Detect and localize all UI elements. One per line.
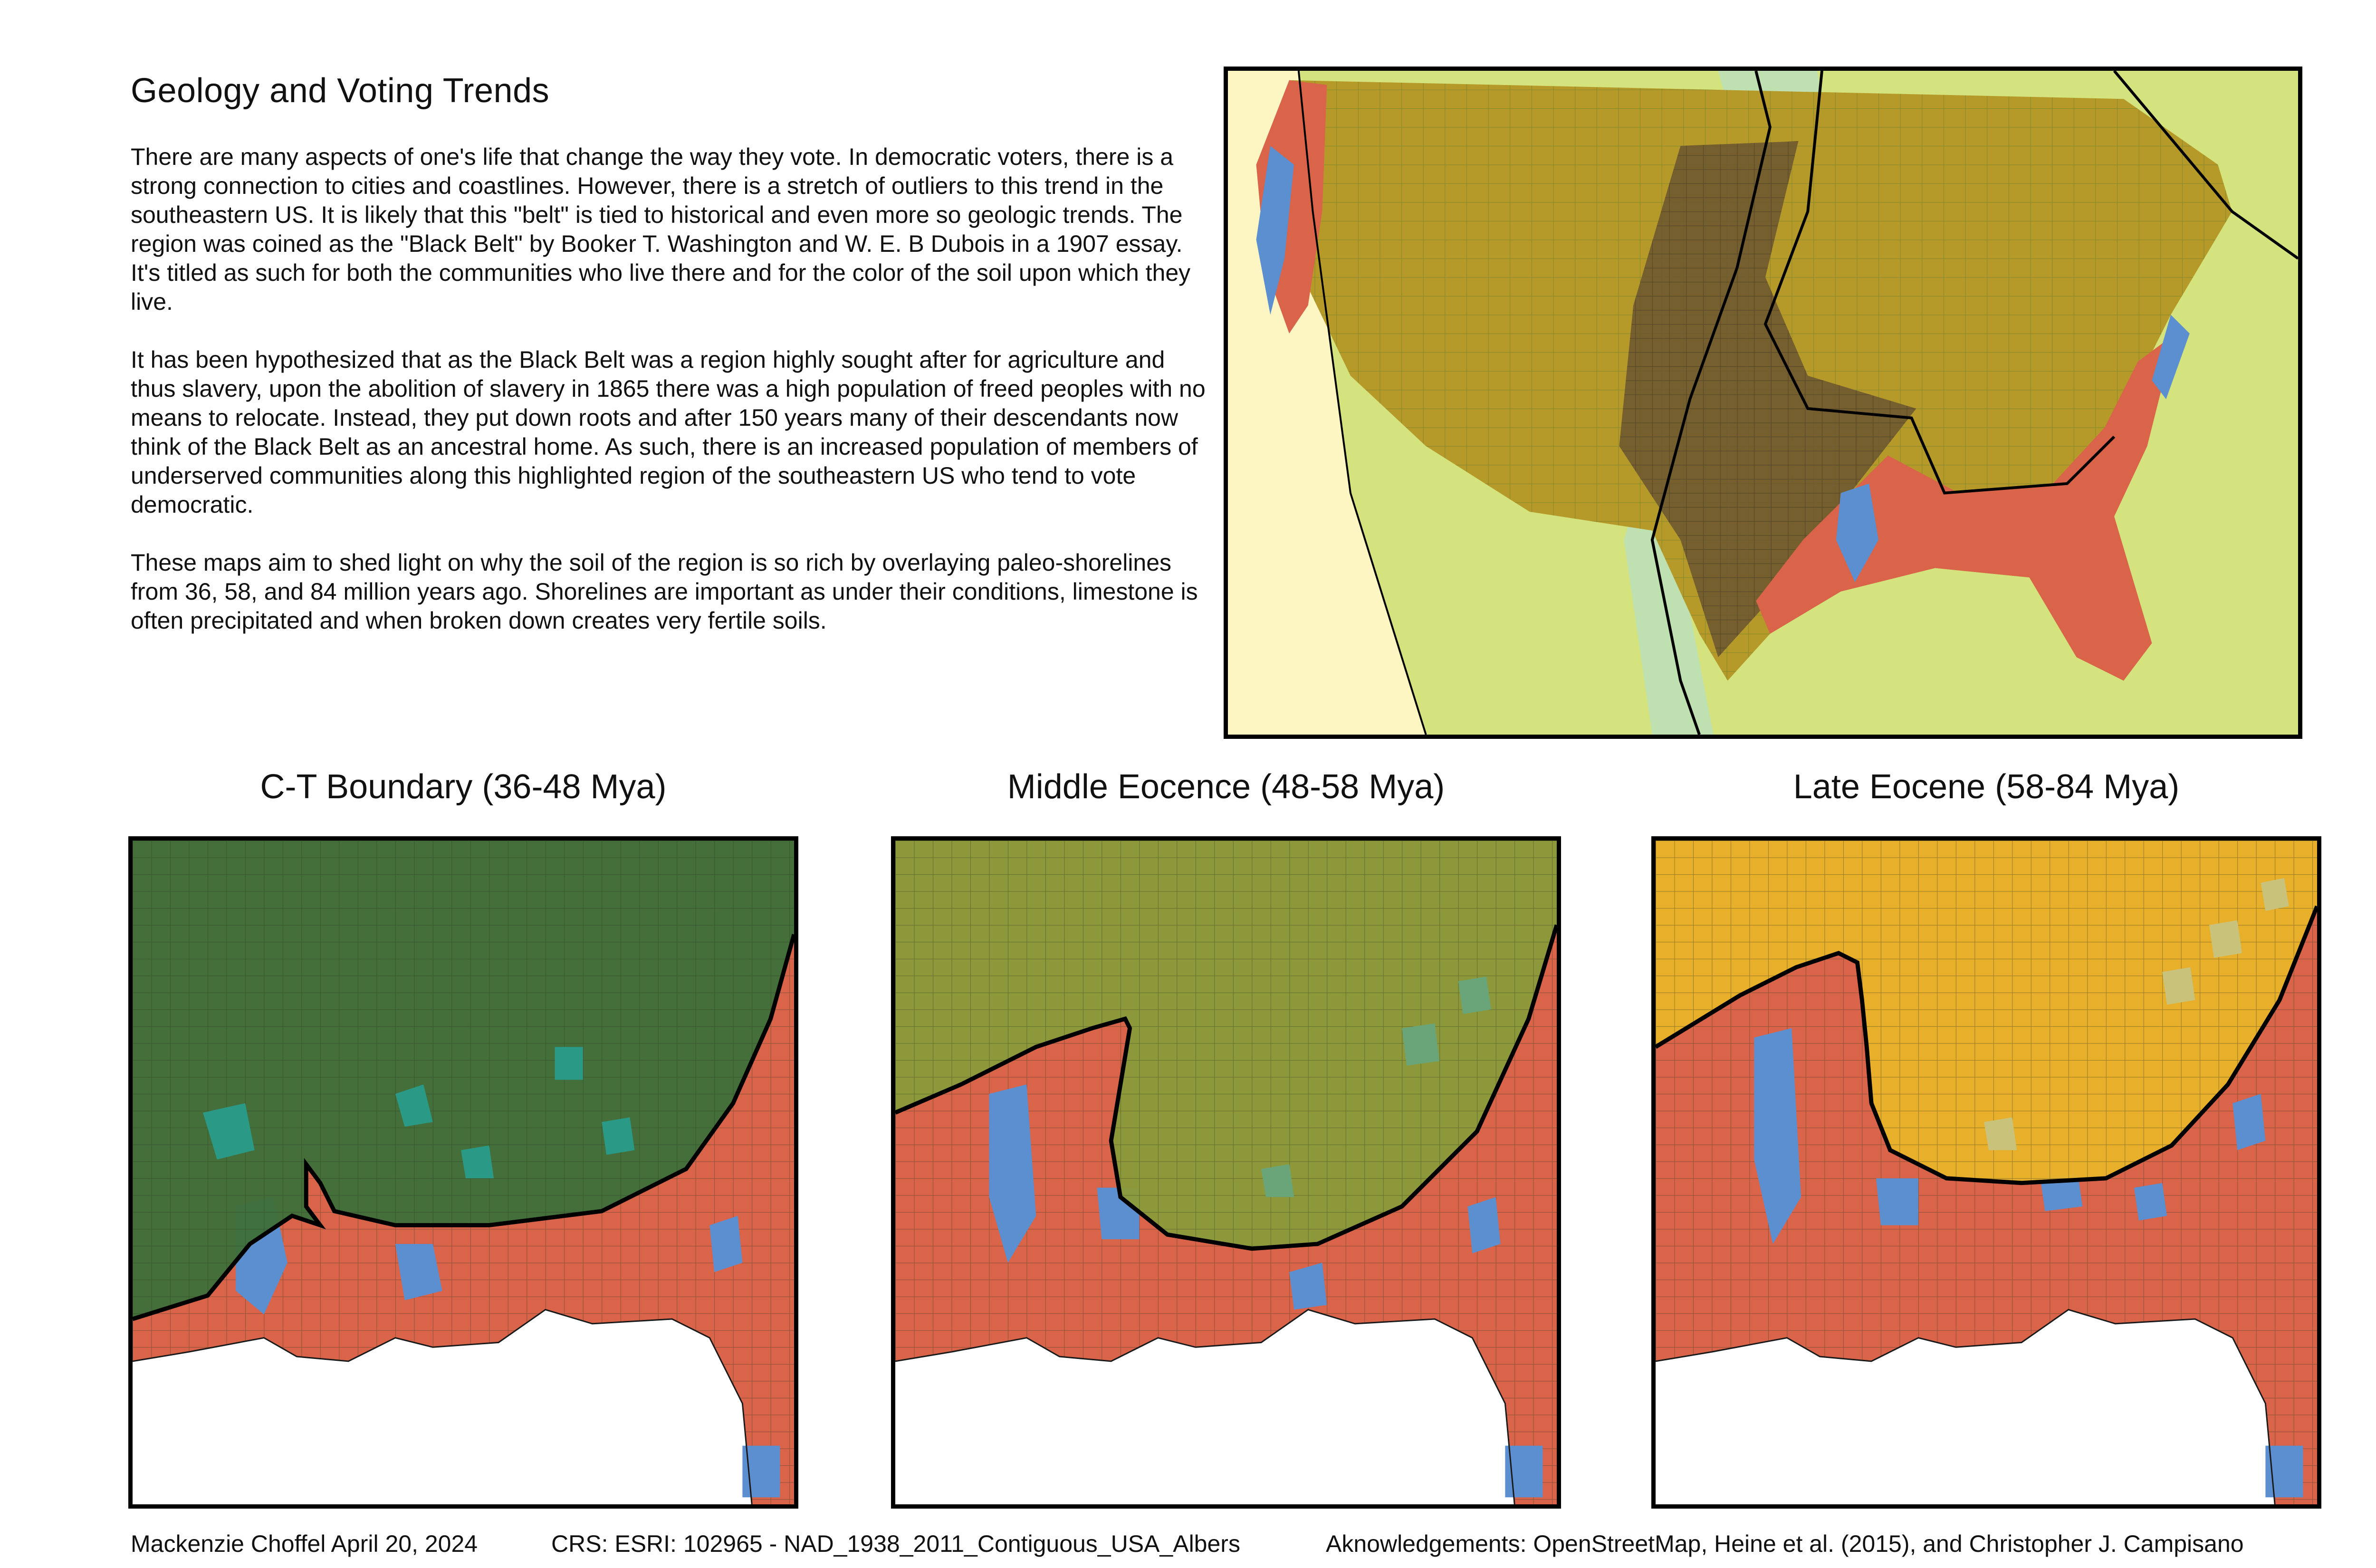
map-title-middle-eocene: Middle Eocence (48-58 Mya) — [1007, 768, 1445, 806]
blue-counties — [236, 1197, 780, 1498]
southeast-blue — [1836, 483, 1879, 583]
teal-blue-counties — [203, 1047, 635, 1178]
paragraph-2: It has been hypothesized that as the Bla… — [131, 346, 1206, 518]
gulf-coast — [133, 1309, 753, 1504]
map-ct-boundary — [128, 836, 798, 1509]
teal-counties — [1261, 976, 1491, 1197]
shoreline — [895, 924, 1557, 1251]
west-coast-blue — [1256, 145, 1294, 315]
plate-boundary — [1297, 71, 1427, 735]
pale-green-counties — [1984, 878, 2289, 1150]
overview-map — [1224, 67, 2302, 739]
map-title-late-eocene: Late Eocene (58-84 Mya) — [1793, 768, 2180, 806]
map-middle-eocene-svg — [895, 841, 1557, 1504]
gulf-coast — [895, 1309, 1515, 1504]
shoreline — [1656, 905, 2317, 1186]
footer-crs: CRS: ESRI: 102965 - NAD_1938_2011_Contig… — [551, 1530, 1240, 1557]
footer-author: Mackenzie Choffel April 20, 2024 — [131, 1530, 478, 1557]
map-middle-eocene — [891, 836, 1561, 1509]
footer-acknowledgements: Aknowledgements: OpenStreetMap, Heine et… — [1326, 1530, 2244, 1557]
gulf-coast — [1656, 1309, 2276, 1504]
overlay-lines — [895, 841, 1557, 1249]
paragraph-1: There are many aspects of one's life tha… — [131, 143, 1191, 315]
description-text: There are many aspects of one's life tha… — [131, 143, 1212, 664]
map-late-eocene-svg — [1656, 841, 2317, 1504]
paleo-shoreline-inland — [1763, 71, 2116, 495]
paleo-shoreline-west — [1650, 71, 1772, 735]
paleo-shoreline-east — [2113, 71, 2298, 260]
overlay-lines — [133, 841, 794, 1319]
shoreline — [133, 934, 794, 1321]
great-plains-lines — [1619, 141, 1916, 658]
east-coast-blue — [2152, 315, 2190, 400]
paragraph-3: These maps aim to shed light on why the … — [131, 549, 1198, 634]
page-title: Geology and Voting Trends — [131, 72, 550, 110]
map-title-ct-boundary: C-T Boundary (36-48 Mya) — [260, 768, 667, 806]
map-late-eocene — [1651, 836, 2321, 1509]
map-ct-boundary-svg — [133, 841, 794, 1504]
overview-map-svg — [1228, 71, 2298, 735]
overlay-lines — [1656, 841, 2317, 1183]
southeast-red — [1756, 333, 2176, 681]
